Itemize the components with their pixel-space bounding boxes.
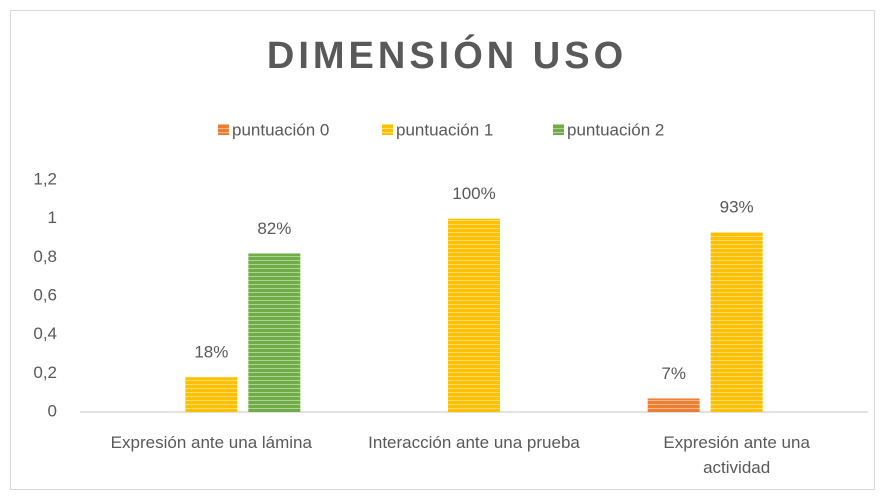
bar: [185, 377, 238, 412]
data-label: 82%: [257, 219, 291, 238]
y-tick-label: 0,6: [33, 285, 57, 304]
bar: [710, 232, 763, 412]
chart-title: DIMENSIÓN USO: [267, 33, 627, 77]
legend-swatch: [382, 124, 393, 135]
y-tick-label: 0,2: [33, 363, 57, 382]
bar: [647, 398, 700, 412]
x-tick-label: Interacción ante una prueba: [368, 433, 580, 452]
bar: [448, 218, 500, 412]
y-tick-label: 1,2: [33, 169, 57, 188]
data-label: 7%: [661, 364, 686, 383]
y-tick-label: 0: [48, 401, 57, 420]
y-tick-label: 0,8: [33, 247, 57, 266]
legend-label: puntuación 2: [567, 120, 664, 139]
legend-label: puntuación 0: [232, 120, 329, 139]
data-label: 100%: [452, 184, 495, 203]
x-tick-label: Expresión ante una actividad: [663, 433, 810, 477]
legend-swatch: [553, 124, 564, 135]
data-label: 93%: [720, 198, 754, 217]
data-label: 18%: [194, 343, 228, 362]
y-tick-label: 1: [48, 208, 57, 227]
legend-swatch: [218, 124, 229, 135]
y-tick-label: 0,4: [33, 324, 57, 343]
x-tick-label: Expresión ante una lámina: [110, 433, 312, 452]
bar: [248, 253, 301, 412]
legend-label: puntuación 1: [396, 120, 493, 139]
